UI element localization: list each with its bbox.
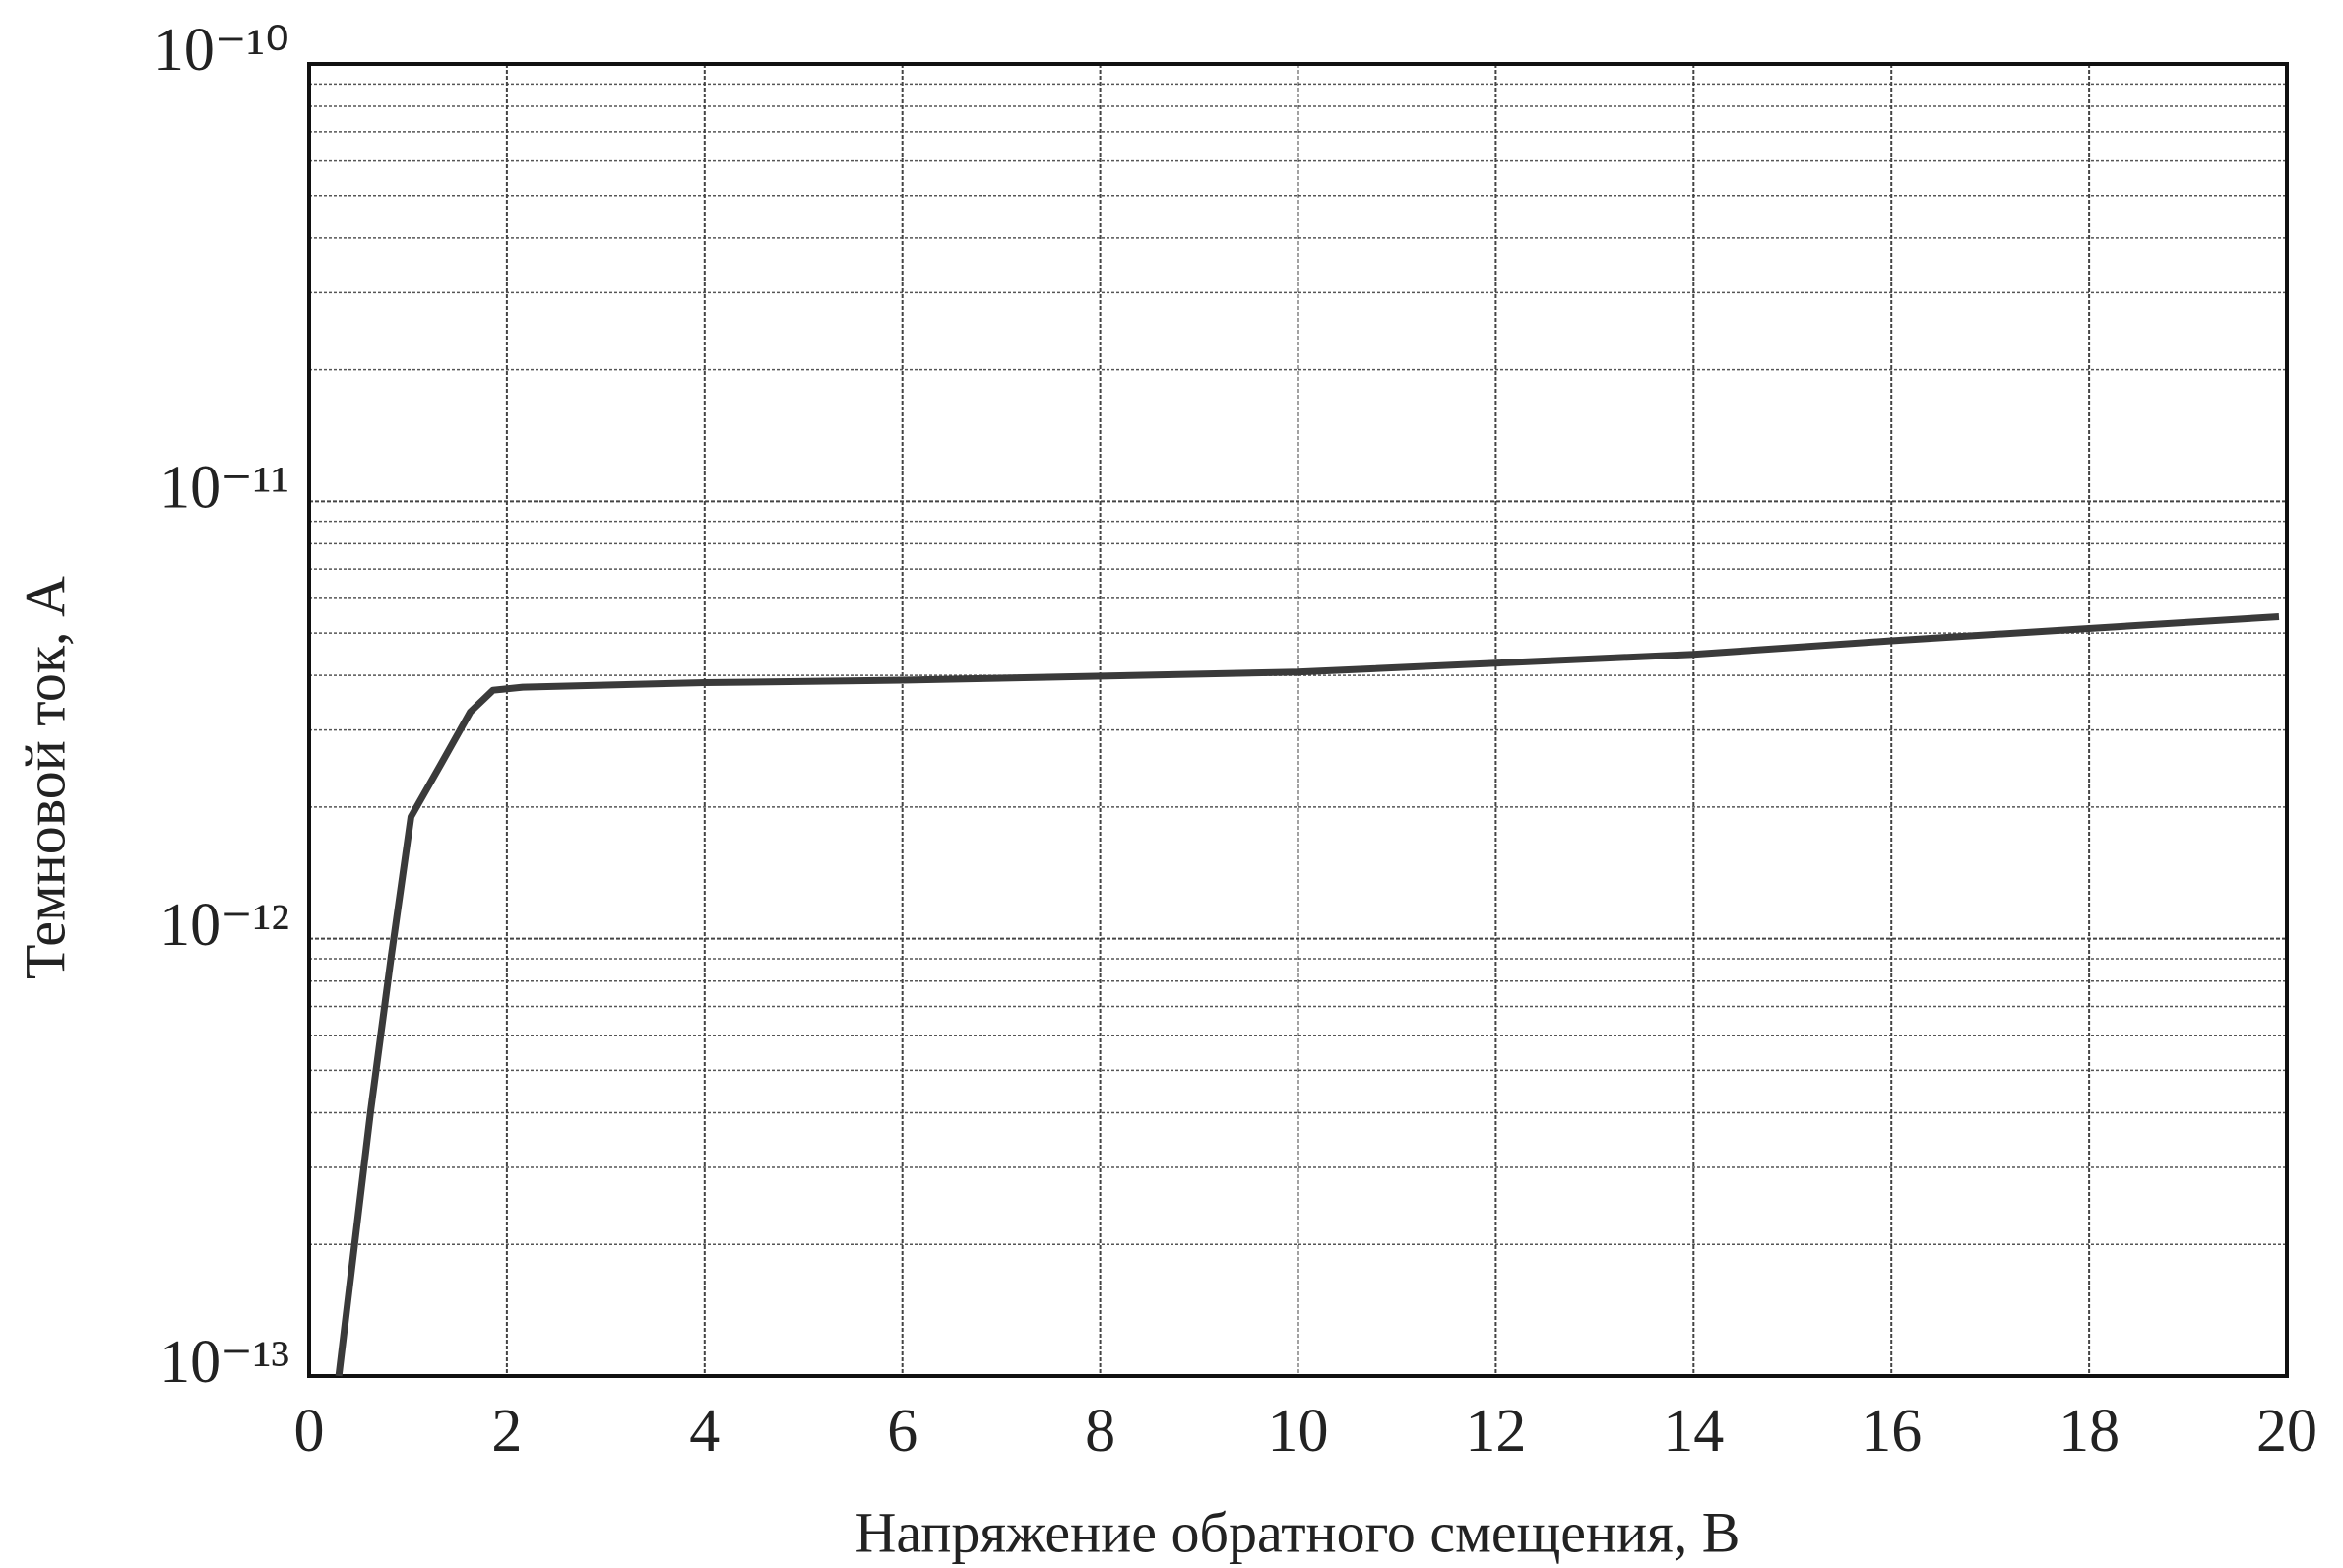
y-tick-label: 10⁻¹¹ — [159, 455, 289, 522]
x-tick-label: 6 — [887, 1398, 918, 1465]
x-tick-label: 18 — [2058, 1398, 2120, 1465]
x-tick-label: 8 — [1085, 1398, 1115, 1465]
x-tick-label: 14 — [1663, 1398, 1724, 1465]
x-tick-label: 2 — [491, 1398, 522, 1465]
x-tick-label: 20 — [2256, 1398, 2317, 1465]
y-axis-label: Темновой ток, А — [13, 576, 77, 979]
plot-frame — [307, 62, 2289, 1378]
y-tick-label: 10⁻¹³ — [159, 1329, 289, 1396]
x-tick-label: 10 — [1268, 1398, 1329, 1465]
y-tick-label: 10⁻¹⁰ — [154, 17, 289, 84]
x-tick-label: 4 — [689, 1398, 720, 1465]
y-tick-label: 10⁻¹² — [159, 892, 289, 959]
data-line — [335, 612, 2280, 1377]
x-tick-label: 16 — [1861, 1398, 1922, 1465]
x-axis-label: Напряжение обратного смещения, В — [855, 1500, 1741, 1564]
x-tick-label: 12 — [1465, 1398, 1526, 1465]
x-tick-label: 0 — [294, 1398, 325, 1465]
